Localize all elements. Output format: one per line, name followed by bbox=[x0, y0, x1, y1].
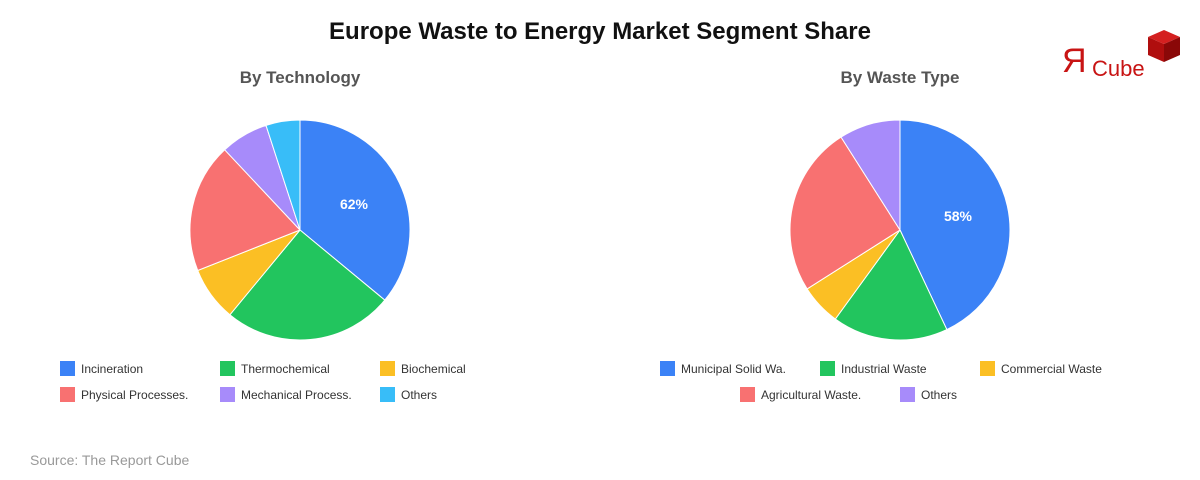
pie-slice-physical-processes bbox=[190, 149, 301, 272]
legend-swatch bbox=[740, 387, 755, 402]
legend-label: Incineration bbox=[81, 361, 144, 376]
legend-swatch bbox=[380, 387, 395, 402]
pie-slice-incineration bbox=[299, 120, 410, 301]
legend-label: Municipal Solid Wa. bbox=[681, 361, 786, 376]
legend-swatch bbox=[820, 361, 835, 376]
legend-item: Others bbox=[900, 387, 957, 402]
legend-swatch bbox=[60, 361, 75, 376]
legend-label: Thermochemical bbox=[241, 361, 330, 376]
legend-label: Physical Processes. bbox=[81, 387, 189, 402]
legend-label: Others bbox=[401, 387, 438, 402]
source-note: Source: The Report Cube bbox=[30, 452, 190, 468]
legend-swatch bbox=[60, 387, 75, 402]
legend-item: Biochemical bbox=[380, 361, 466, 376]
report-cube-logo: Я Cube bbox=[1062, 28, 1182, 84]
legend-item: Incineration bbox=[60, 361, 143, 376]
legend-item: Commercial Waste bbox=[980, 361, 1102, 376]
pie-slice-municipal-solid-wa bbox=[899, 120, 1010, 331]
slice-percentage-label: 58% bbox=[944, 208, 973, 224]
legend-item: Municipal Solid Wa. bbox=[660, 361, 786, 376]
technology-pie-chart: 62% bbox=[190, 120, 410, 340]
chart-title: Europe Waste to Energy Market Segment Sh… bbox=[329, 18, 871, 45]
pie-slice-others bbox=[265, 120, 301, 231]
logo-text: Cube bbox=[1092, 56, 1145, 81]
pie-slice-industrial-waste bbox=[834, 229, 948, 340]
legend-label: Mechanical Process. bbox=[241, 387, 352, 402]
legend-item: Industrial Waste bbox=[820, 361, 927, 376]
legend-label: Commercial Waste bbox=[1001, 361, 1102, 376]
legend-swatch bbox=[220, 361, 235, 376]
cube-icon bbox=[1148, 30, 1180, 62]
pie-slice-others bbox=[840, 120, 901, 232]
logo-r-glyph: Я bbox=[1062, 42, 1087, 80]
legend-swatch bbox=[980, 361, 995, 376]
legend-swatch bbox=[900, 387, 915, 402]
slice-percentage-label: 62% bbox=[340, 196, 369, 212]
legend-item: Thermochemical bbox=[220, 361, 330, 376]
legend-swatch bbox=[220, 387, 235, 402]
legend-item: Physical Processes. bbox=[60, 387, 188, 402]
legend-item: Agricultural Waste. bbox=[740, 387, 861, 402]
right-chart-subtitle: By Waste Type bbox=[840, 68, 960, 87]
legend-item: Mechanical Process. bbox=[220, 387, 352, 402]
legend-label: Agricultural Waste. bbox=[761, 387, 862, 402]
waste-type-pie-chart: 58% bbox=[790, 120, 1010, 340]
pie-slice-thermochemical bbox=[229, 229, 386, 340]
left-chart-subtitle: By Technology bbox=[239, 68, 361, 87]
legend-swatch bbox=[660, 361, 675, 376]
legend-swatch bbox=[380, 361, 395, 376]
legend-label: Industrial Waste bbox=[841, 361, 927, 376]
pie-slice-agricultural-waste bbox=[790, 136, 901, 290]
legend-item: Others bbox=[380, 387, 437, 402]
legend-label: Biochemical bbox=[401, 361, 466, 376]
legend-label: Others bbox=[921, 387, 958, 402]
